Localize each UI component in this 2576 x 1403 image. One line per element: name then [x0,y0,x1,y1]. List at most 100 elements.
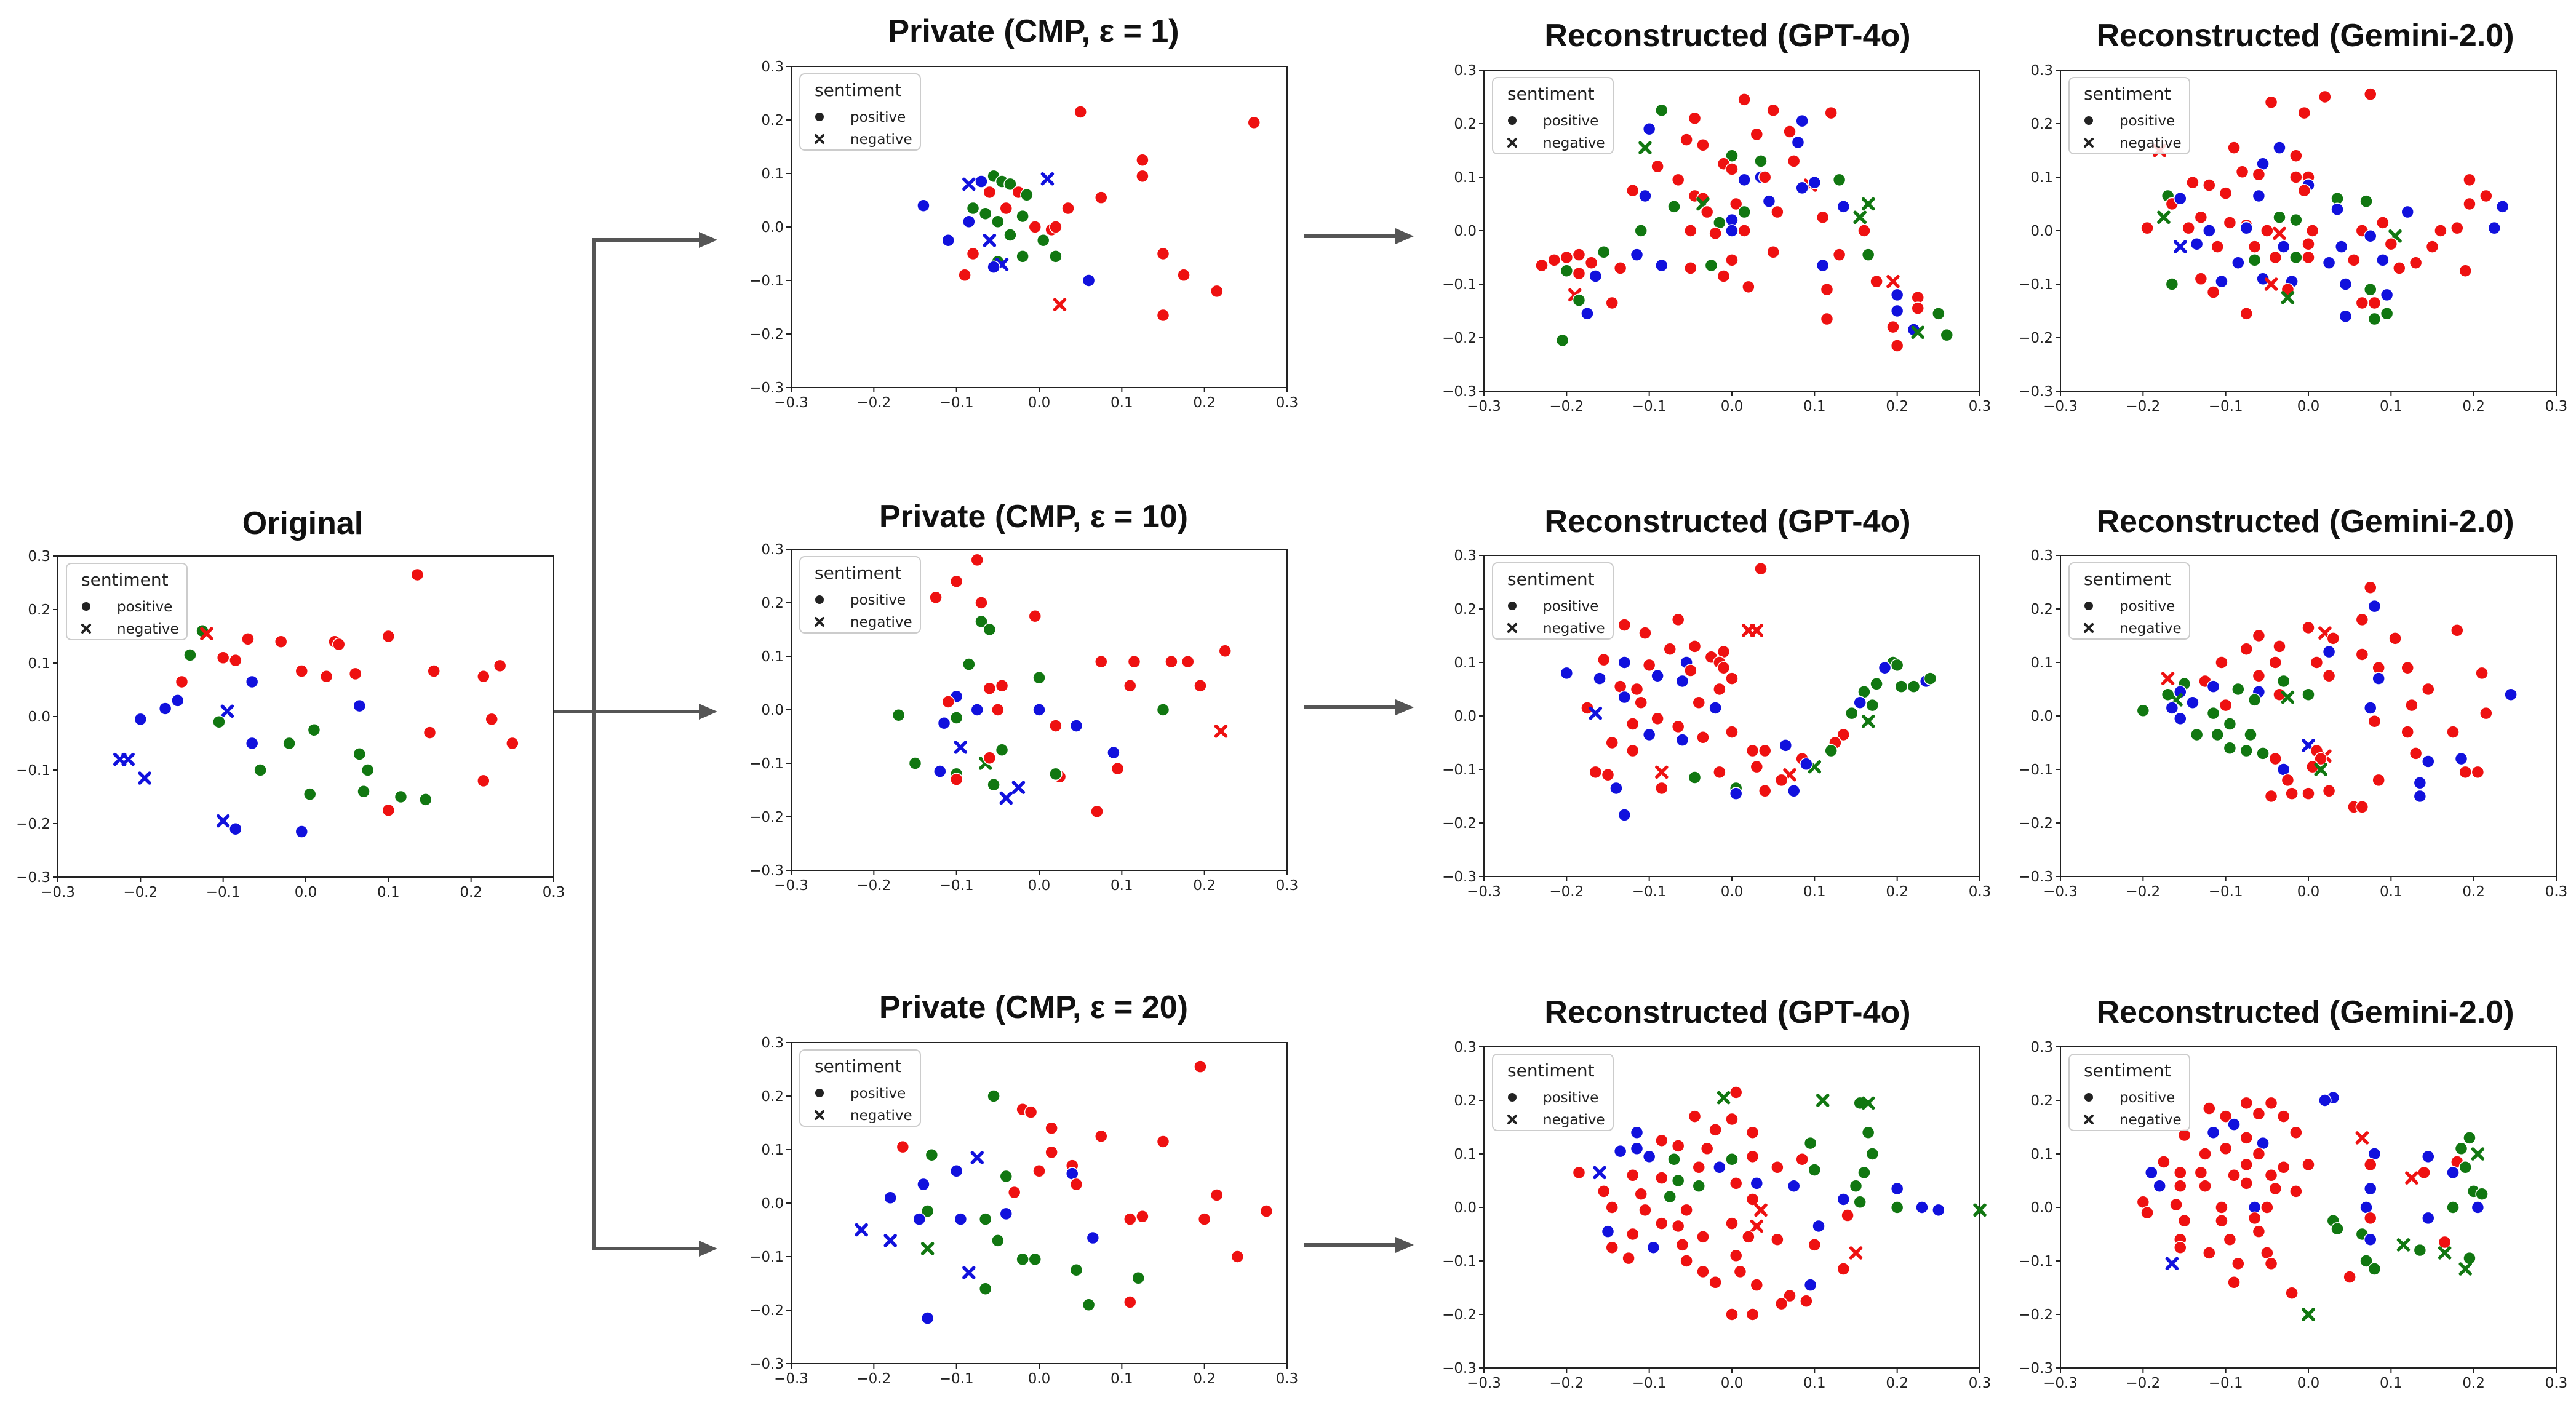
scatter-point-positive [1771,1161,1784,1174]
scatter-point-positive [2273,210,2286,224]
scatter-point-positive [1655,1217,1669,1230]
scatter-point-positive [1655,103,1669,117]
scatter-point-positive [2334,240,2348,253]
y-tick-label: −0.2 [1442,816,1477,832]
scatter-point-positive [1870,677,1883,691]
scatter-point-positive [1787,784,1801,798]
scatter-point-positive [2276,1110,2291,1123]
scatter-point-positive [1593,672,1606,685]
scatter-point-positive [1737,93,1751,106]
scatter-point-positive [1725,1152,1739,1166]
scatter-point-positive [1729,197,1743,211]
scatter-point-positive [2194,272,2208,286]
scatter-point-positive [2227,1169,2241,1182]
scatter-point-positive [1638,189,1652,203]
scatter-point-positive [920,1204,935,1218]
scatter-point-positive [1680,1203,1693,1217]
scatter-point-positive [1605,1201,1619,1214]
scatter-point-positive [2219,186,2233,200]
scatter-point-positive [2223,741,2237,755]
scatter-point-positive [991,215,1005,229]
scatter-point-positive [1581,307,1594,320]
scatter-point-positive [1630,1142,1644,1156]
legend-title: sentiment [2084,1060,2171,1081]
scatter-point-positive [2454,752,2468,766]
scatter-point-positive [1560,264,1574,277]
legend-box [2068,562,2190,640]
scatter-point-positive [987,260,1000,274]
scatter-point-positive [2372,672,2385,685]
x-tick-label: 0.2 [1886,884,1908,900]
scatter-point-positive [1642,1150,1656,1164]
legend-box [799,1049,921,1127]
x-tick-label: 0.0 [2297,399,2320,415]
scatter-point-positive [2203,178,2216,192]
scatter-point-positive [1745,1193,1760,1206]
scatter-point-positive [1725,672,1739,685]
scatter-point-positive [2239,1096,2253,1110]
scatter-point-positive [2359,1254,2373,1268]
scatter-point-positive [1700,205,1714,219]
scatter-point-positive [1634,696,1648,709]
legend-negative-marker [1507,138,1517,148]
y-tick-label: −0.2 [2019,1307,2053,1323]
scatter-point-negative [220,704,234,718]
arrowhead-eps20 [699,1241,717,1257]
scatter-point-positive [2153,1179,2166,1193]
scatter-point-positive [2203,1102,2216,1115]
scatter-point-positive [987,778,1000,792]
scatter-point-positive [2239,642,2253,656]
scatter-point-positive [1692,1161,1706,1174]
y-tick-label: 0.2 [2030,602,2053,618]
legend-negative-marker [815,617,824,627]
scatter-point-positive [2273,141,2286,154]
scatter-point-positive [2458,264,2472,277]
scatter-point-positive [419,793,433,806]
scatter-point-positive [1247,116,1261,130]
scatter-point-positive [1156,703,1170,717]
x-tick-label: 0.3 [1969,1375,1992,1391]
scatter-point-positive [1049,220,1063,234]
legend-title: sentiment [2084,569,2171,589]
scatter-point-positive [2252,669,2266,683]
scatter-point-positive [2318,1094,2332,1107]
scatter-point-positive [1630,248,1644,261]
scatter-point-positive [2401,725,2414,739]
x-tick-label: 0.0 [1028,878,1051,894]
scatter-point-positive [2359,194,2373,208]
scatter-point-positive [2314,752,2327,766]
scatter-point-positive [394,790,408,804]
scatter-point-positive [1758,744,1772,758]
scatter-point-positive [966,201,980,215]
flow-arrows [554,228,1414,1257]
scatter-point-positive [2239,307,2253,320]
legend-negative-label: negative [2119,1112,2182,1128]
y-tick-label: 0.1 [1454,170,1477,186]
scatter-point-positive [2413,789,2427,803]
scatter-point-positive [1555,333,1569,348]
x-tick-label: −0.1 [939,878,974,894]
scatter-point-positive [2355,613,2369,627]
y-tick-label: 0.3 [761,1035,784,1051]
scatter-point-positive [1675,733,1689,747]
y-tick-label: 0.0 [761,220,784,236]
scatter-point-positive [1642,658,1656,672]
scatter-point-positive [1663,642,1677,656]
x-tick-label: 0.1 [1111,395,1133,411]
scatter-point-positive [381,803,396,817]
scatter-point-positive [1028,610,1042,623]
scatter-point-positive [1820,282,1834,296]
scatter-panel-g1: Reconstructed (GPT-4o) −0.3 −0.2 −0.1 0.0 0.1… [1442,18,1991,415]
scatter-point-positive [2289,213,2303,227]
scatter-point-positive [1655,1134,1669,1147]
scatter-point-positive [2268,250,2283,264]
scatter-point-positive [1589,765,1603,779]
y-tick-label: 0.1 [2030,170,2053,186]
scatter-point-negative [138,771,151,785]
scatter-point-positive [2276,240,2291,253]
scatter-point-positive [2409,256,2423,269]
scatter-point-positive [1816,258,1830,272]
scatter-point-positive [1717,269,1731,283]
scatter-point-positive [1601,1225,1615,1238]
y-tick-label: 0.3 [1454,548,1477,564]
